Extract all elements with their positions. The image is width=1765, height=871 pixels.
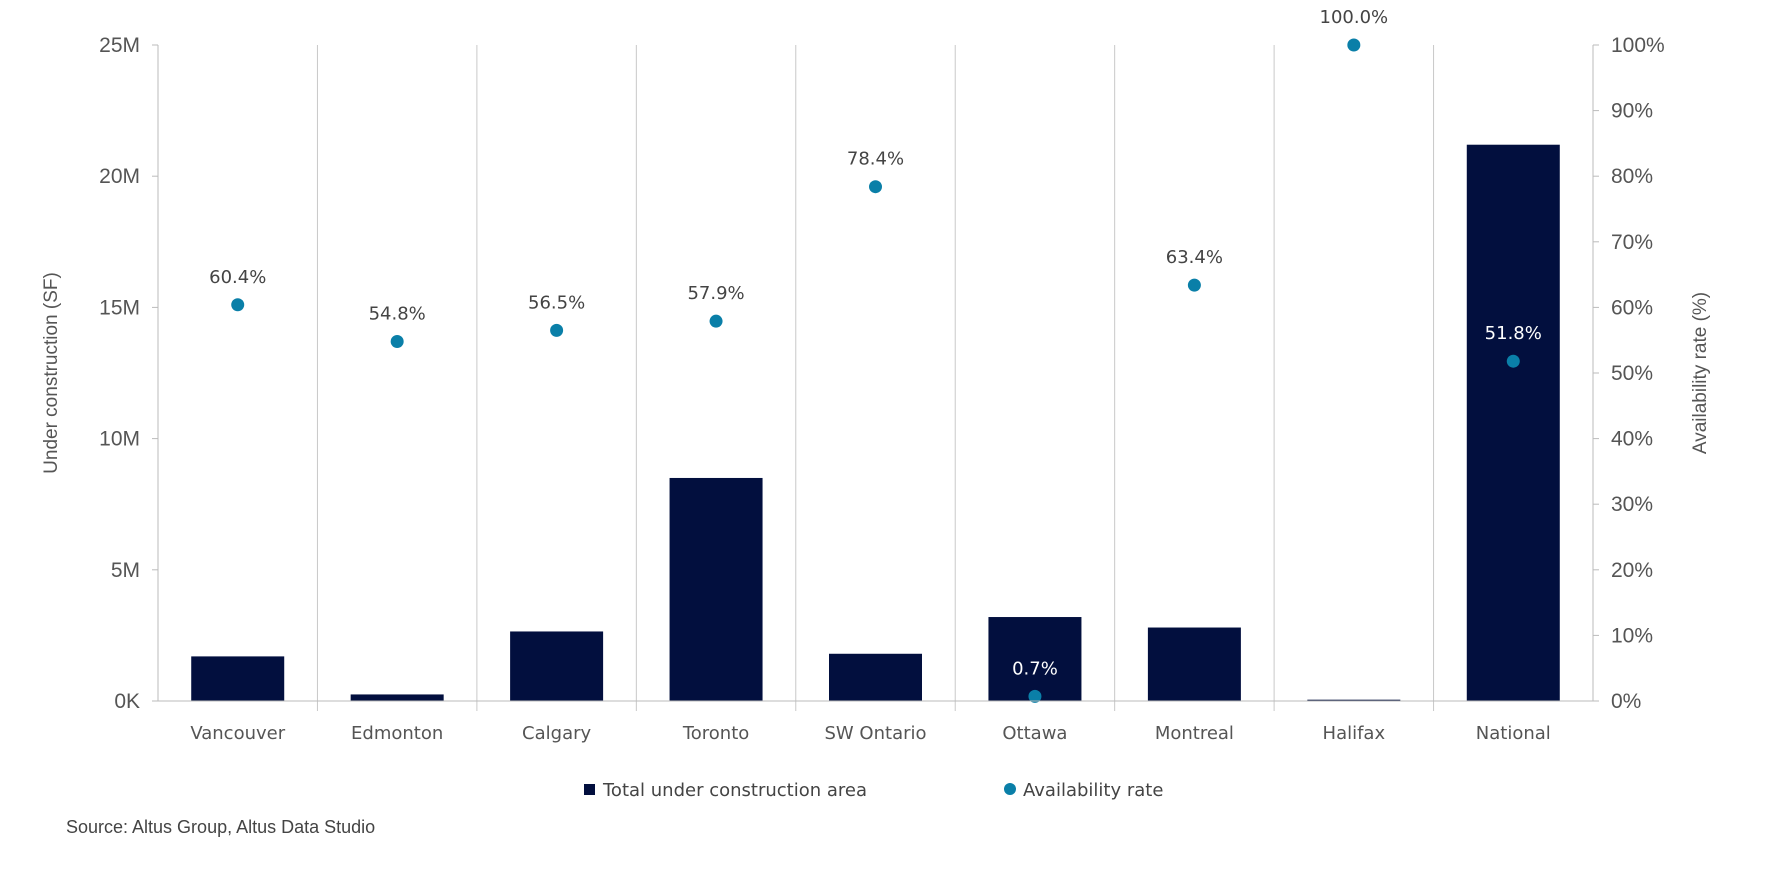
- y-right-tick-label: 70%: [1611, 231, 1653, 254]
- x-tick-label: Edmonton: [351, 723, 443, 744]
- data-label: 63.4%: [1166, 247, 1223, 268]
- y-right-axis-title: Availability rate (%): [1690, 292, 1711, 454]
- x-tick-label: Toronto: [682, 723, 749, 744]
- x-tick-label: Ottawa: [1002, 723, 1067, 744]
- bar-edmonton: [350, 694, 444, 701]
- bars: [191, 144, 1560, 702]
- y-left-tick-label: 20M: [99, 165, 140, 188]
- bar-montreal: [1147, 627, 1241, 701]
- y-right-tick-label: 40%: [1611, 428, 1653, 451]
- dot-vancouver: [231, 298, 245, 312]
- y-right-tick-label: 60%: [1611, 296, 1653, 319]
- source-note: Source: Altus Group, Altus Data Studio: [66, 817, 375, 837]
- x-tick-label: Vancouver: [190, 723, 285, 744]
- y-right-tick-label: 10%: [1611, 624, 1653, 647]
- y-right-tick-label: 100%: [1611, 34, 1665, 57]
- legend-bar-swatch: [584, 784, 595, 795]
- dot-calgary: [550, 323, 564, 337]
- dot-edmonton: [390, 335, 404, 349]
- dot-sw-ontario: [869, 180, 882, 194]
- y-left-tick-label: 15M: [99, 296, 140, 319]
- data-label: 100.0%: [1320, 7, 1389, 28]
- dot-toronto: [709, 314, 723, 328]
- data-label: 51.8%: [1485, 323, 1542, 344]
- bar-toronto: [669, 477, 763, 701]
- x-tick-label: Halifax: [1323, 723, 1386, 744]
- x-tick-label: National: [1476, 723, 1551, 744]
- legend-dot-swatch: [1004, 783, 1016, 795]
- data-label: 0.7%: [1012, 658, 1058, 679]
- legend: Total under construction area Availabili…: [584, 780, 1163, 801]
- legend-dot-label: Availability rate: [1023, 780, 1163, 801]
- y-right-tick-label: 90%: [1611, 100, 1653, 123]
- dot-montreal: [1187, 278, 1201, 292]
- axes: 0K 5M 10M 15M 20M 25M 0% 10% 20% 30% 40% 50% 60% 70% 8…: [99, 34, 1665, 744]
- y-left-tick-label: 0K: [114, 690, 140, 713]
- y-right-tick-label: 20%: [1611, 559, 1653, 582]
- y-left-axis-title: Under construction (SF): [41, 272, 62, 474]
- y-left-tick-label: 25M: [99, 34, 140, 57]
- y-left-tick-label: 5M: [111, 559, 140, 582]
- bar-halifax: [1307, 699, 1401, 702]
- dot-ottawa: [1028, 689, 1042, 703]
- y-right-tick-label: 80%: [1611, 165, 1653, 188]
- bar-sw-ontario: [829, 653, 922, 701]
- grid: [316, 45, 1435, 711]
- bar-calgary: [510, 631, 604, 701]
- x-tick-label: SW Ontario: [824, 723, 926, 744]
- data-label: 57.9%: [687, 283, 744, 304]
- y-right-tick-label: 0%: [1611, 690, 1641, 713]
- x-tick-label: Montreal: [1155, 723, 1234, 744]
- data-label: 54.8%: [369, 304, 426, 325]
- dots: 60.4% 54.8% 56.5% 57.9% 78.4% 0.7% 63.4% 100.0%…: [209, 7, 1542, 703]
- data-label: 56.5%: [528, 292, 585, 313]
- data-label: 60.4%: [209, 267, 266, 288]
- legend-bar-label: Total under construction area: [602, 780, 867, 801]
- bar-vancouver: [191, 656, 285, 701]
- y-right-tick-label: 50%: [1611, 362, 1653, 385]
- bar-ottawa: [988, 617, 1082, 701]
- y-right-tick-label: 30%: [1611, 493, 1653, 516]
- dot-national: [1506, 354, 1520, 368]
- data-label: 78.4%: [847, 149, 904, 170]
- x-tick-label: Calgary: [522, 723, 591, 744]
- y-left-tick-label: 10M: [99, 428, 140, 451]
- bar-national: [1466, 144, 1560, 701]
- dot-halifax: [1347, 38, 1361, 52]
